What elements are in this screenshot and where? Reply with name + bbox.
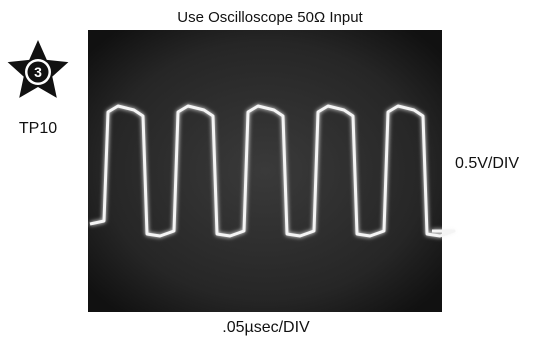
badge-number: 3 [34,64,42,80]
test-point-label: TP10 [19,120,57,137]
title: Use Oscilloscope 50Ω Input [177,9,363,26]
vertical-scale: 0.5V/DIV [455,155,519,172]
horizontal-scale: .05µsec/DIV [222,319,310,336]
waveform-trace [89,104,456,238]
badge-center [27,61,49,83]
scope-screen [88,30,442,312]
badge: 3 [7,40,69,98]
